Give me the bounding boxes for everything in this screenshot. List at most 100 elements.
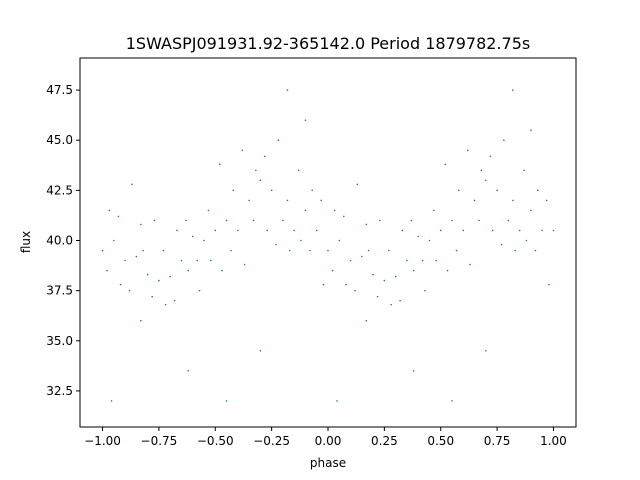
data-point [153,219,156,222]
data-point [315,229,318,232]
data-point [530,209,532,212]
data-point [376,295,379,298]
data-point [446,269,449,272]
data-point [255,169,257,172]
data-point [455,249,458,252]
data-point [439,229,442,232]
data-point [473,199,476,202]
data-point [191,235,194,238]
x-tick-label: 0.50 [427,434,454,448]
data-point [336,400,338,402]
data-point [264,155,266,158]
data-point [428,239,431,242]
data-point [158,279,160,282]
data-point [469,263,471,266]
data-point [401,229,404,232]
data-point [146,273,149,276]
data-point [119,283,122,286]
data-point [117,215,120,218]
data-point [383,279,386,282]
chart-title: 1SWASPJ091931.92-365142.0 Period 1879782… [126,34,531,53]
data-point [451,400,453,402]
data-point [173,299,176,302]
data-point [288,249,291,252]
data-point [252,219,255,222]
data-point [342,215,345,218]
data-point [512,89,514,91]
data-point [243,263,246,266]
data-point [327,249,329,252]
data-point [185,219,187,222]
y-tick-label: 40.0 [46,233,73,247]
data-point [209,259,212,262]
data-point [534,249,537,252]
data-point [176,229,178,232]
data-point [304,209,307,212]
data-point [110,400,113,402]
data-point [128,289,131,292]
data-point [365,223,368,226]
data-point [354,289,356,292]
y-tick-label: 45.0 [46,133,73,147]
data-point [241,149,244,152]
data-point [410,219,413,222]
data-point [552,229,555,232]
x-tick-label: 0.25 [371,434,398,448]
data-point [259,349,262,352]
x-tick-label: −0.25 [253,434,290,448]
data-point [541,229,543,232]
data-point [525,239,528,242]
data-point [286,199,289,202]
data-point [435,259,438,262]
data-point [293,229,295,232]
data-point [259,179,262,182]
data-point [140,223,142,226]
data-point [320,199,323,202]
data-point [424,289,426,292]
data-point [232,189,235,192]
data-point [180,259,183,262]
data-point [485,349,487,352]
data-point [218,163,221,166]
data-point [140,319,142,322]
data-point [390,303,392,306]
data-point [135,255,138,258]
data-point [113,239,115,242]
data-point [421,259,424,262]
data-point [169,275,171,278]
data-point [237,229,239,232]
data-point [333,209,336,212]
y-tick-label: 32.5 [46,384,73,398]
scatter-points [101,89,555,402]
data-point [106,269,108,272]
data-point [164,303,167,306]
data-point [277,139,280,142]
data-point [322,283,325,286]
data-point [282,219,284,222]
data-point [394,275,397,278]
plot-background [80,58,576,427]
data-point [480,169,483,172]
data-point [518,229,521,232]
data-point [356,183,359,186]
data-point [496,189,498,192]
data-point [545,199,548,202]
data-point [536,189,539,192]
x-axis-label: phase [310,456,346,470]
data-point [365,319,368,322]
data-point [225,400,228,402]
data-point [196,259,199,262]
data-point [345,283,347,286]
data-point [300,239,302,242]
data-point [297,169,300,172]
data-point [207,209,210,212]
data-point [124,259,126,262]
x-tick-label: −0.50 [197,434,234,448]
data-point [367,249,370,252]
data-point [512,199,514,202]
y-tick-label: 42.5 [46,183,73,197]
data-point [198,289,201,292]
data-point [503,139,505,142]
x-tick-label: 0.00 [315,434,342,448]
